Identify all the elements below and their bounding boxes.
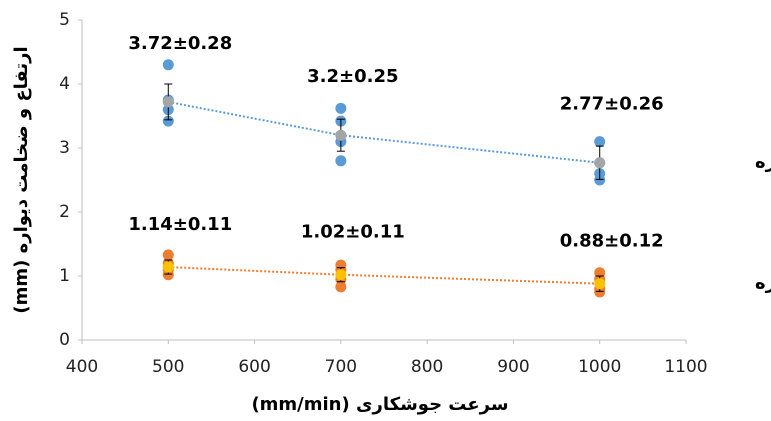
point — [162, 269, 174, 281]
trendline — [168, 266, 600, 285]
y-tick-label: 0 — [59, 330, 70, 350]
y-tick-label: 4 — [59, 74, 70, 94]
point — [162, 96, 174, 108]
point — [594, 157, 606, 169]
value-label: 3.2±0.25 — [307, 66, 398, 87]
y-axis-title: ارتفاع و ضخامت دیواره (mm) — [11, 46, 32, 313]
point — [335, 269, 347, 281]
point — [162, 115, 174, 127]
y-tick-label: 3 — [59, 138, 70, 158]
point — [594, 278, 606, 290]
value-label: 1.02±0.11 — [301, 222, 405, 243]
point — [162, 261, 174, 273]
value-label: 3.72±0.28 — [128, 33, 232, 54]
point — [594, 136, 606, 148]
point — [335, 281, 347, 293]
value-label: 2.77±0.26 — [560, 94, 664, 115]
x-tick-label: 900 — [497, 357, 529, 377]
point — [335, 102, 347, 114]
x-tick-label: 400 — [66, 357, 98, 377]
value-label: 1.14±0.11 — [128, 214, 232, 235]
x-tick-label: 700 — [325, 357, 357, 377]
point — [162, 249, 174, 261]
y-tick-label: 5 — [59, 10, 70, 30]
series-label: ضخامت دیواره — [755, 273, 771, 294]
x-tick-label: 1100 — [664, 357, 707, 377]
series-label: ارتفاع دیواره — [755, 152, 771, 173]
x-axis-title: سرعت جوشکاری (mm/min) — [251, 394, 508, 415]
value-label: 0.88±0.12 — [560, 231, 664, 252]
x-tick-label: 800 — [411, 357, 443, 377]
x-tick-label: 600 — [238, 357, 270, 377]
point — [162, 59, 174, 71]
x-tick-label: 500 — [152, 357, 184, 377]
point — [594, 174, 606, 186]
trendline — [168, 100, 600, 164]
point — [335, 129, 347, 141]
x-tick-label: 1000 — [578, 357, 621, 377]
point — [335, 155, 347, 167]
point — [594, 286, 606, 298]
y-tick-label: 1 — [59, 266, 70, 286]
y-tick-label: 2 — [59, 202, 70, 222]
